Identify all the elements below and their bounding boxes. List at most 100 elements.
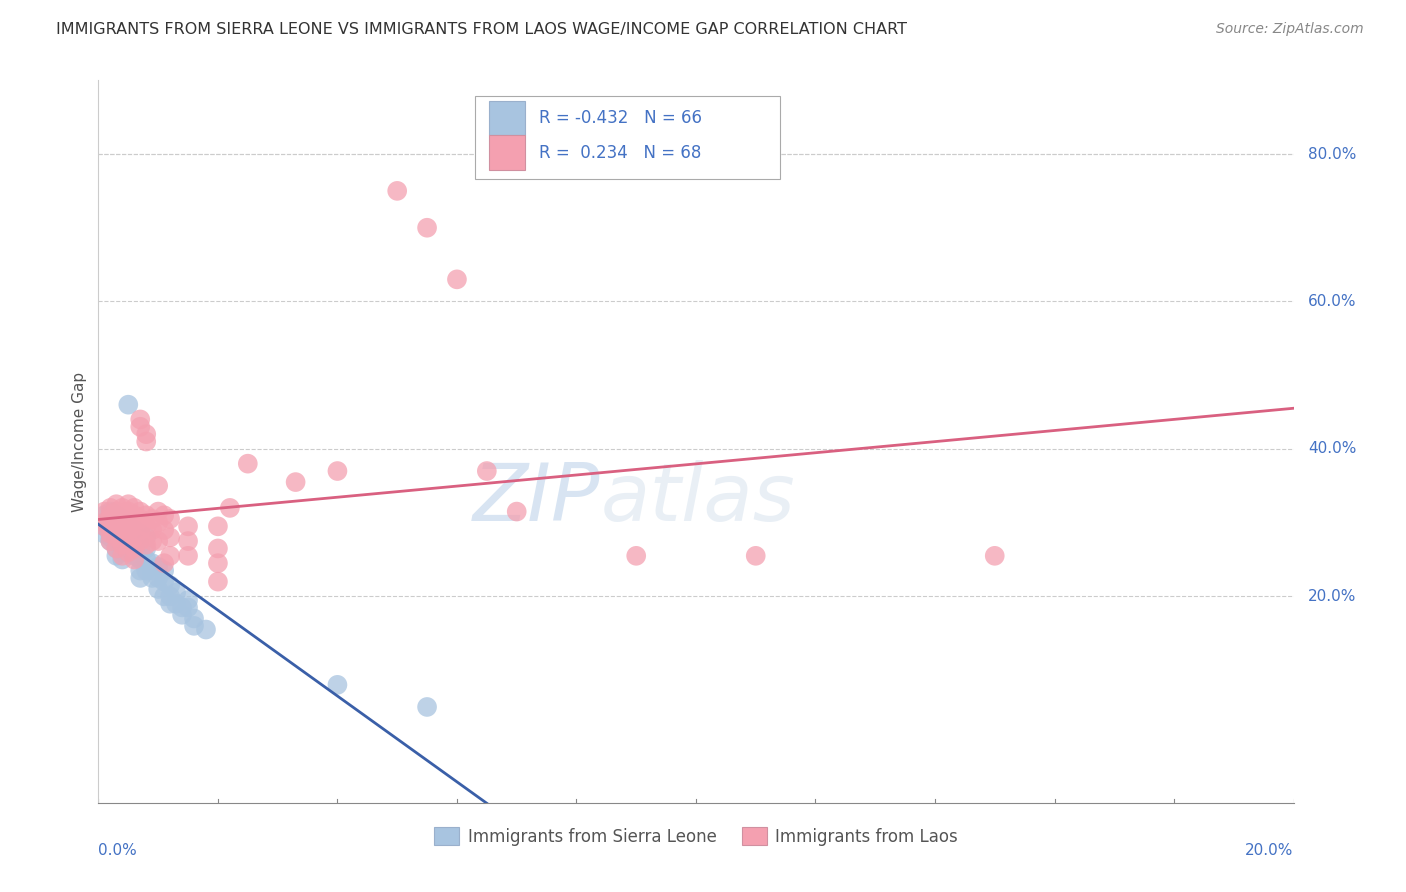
Point: [207, 519, 229, 533]
Point: [153, 556, 176, 570]
Text: 60.0%: 60.0%: [1308, 294, 1357, 309]
Point: [129, 571, 152, 585]
Point: [105, 523, 128, 537]
Point: [135, 564, 157, 578]
Point: [141, 571, 163, 585]
Point: [98, 523, 122, 537]
Point: [98, 519, 122, 533]
Point: [129, 512, 152, 526]
FancyBboxPatch shape: [489, 136, 524, 169]
Point: [117, 398, 139, 412]
Point: [141, 523, 163, 537]
Point: [98, 512, 122, 526]
Point: [98, 526, 122, 541]
Point: [475, 464, 498, 478]
Point: [135, 508, 157, 523]
Point: [124, 523, 146, 537]
Point: [141, 512, 163, 526]
Point: [111, 512, 134, 526]
Point: [129, 419, 152, 434]
Point: [141, 564, 163, 578]
Point: [219, 500, 242, 515]
Point: [236, 457, 259, 471]
Point: [207, 556, 229, 570]
Point: [172, 600, 194, 615]
Text: 80.0%: 80.0%: [1308, 146, 1357, 161]
Point: [153, 590, 176, 604]
Point: [172, 607, 194, 622]
Point: [153, 564, 176, 578]
Point: [124, 541, 146, 556]
Point: [98, 534, 122, 549]
Point: [159, 512, 181, 526]
Point: [326, 464, 349, 478]
Point: [111, 526, 134, 541]
Point: [105, 497, 128, 511]
Text: 40.0%: 40.0%: [1308, 442, 1357, 457]
Point: [446, 272, 468, 286]
Point: [153, 508, 176, 523]
Point: [98, 508, 122, 523]
Point: [117, 534, 139, 549]
Legend: Immigrants from Sierra Leone, Immigrants from Laos: Immigrants from Sierra Leone, Immigrants…: [427, 821, 965, 852]
Point: [117, 523, 139, 537]
Point: [93, 519, 115, 533]
Point: [165, 597, 187, 611]
Point: [111, 549, 134, 563]
Point: [117, 526, 139, 541]
Point: [117, 541, 139, 556]
Point: [506, 505, 529, 519]
Point: [153, 523, 176, 537]
Point: [105, 526, 128, 541]
Point: [105, 541, 128, 556]
Point: [105, 534, 128, 549]
Point: [117, 545, 139, 559]
Point: [165, 585, 187, 599]
Point: [135, 434, 157, 449]
Point: [159, 597, 181, 611]
Point: [111, 523, 134, 537]
Point: [98, 526, 122, 541]
FancyBboxPatch shape: [475, 96, 780, 179]
Point: [129, 505, 152, 519]
Point: [177, 534, 200, 549]
Point: [117, 534, 139, 549]
Point: [135, 530, 157, 544]
Point: [177, 549, 200, 563]
Point: [105, 541, 128, 556]
Point: [98, 512, 122, 526]
Point: [93, 519, 115, 533]
Point: [135, 519, 157, 533]
Point: [129, 541, 152, 556]
Point: [105, 505, 128, 519]
Text: IMMIGRANTS FROM SIERRA LEONE VS IMMIGRANTS FROM LAOS WAGE/INCOME GAP CORRELATION: IMMIGRANTS FROM SIERRA LEONE VS IMMIGRAN…: [56, 22, 907, 37]
Point: [141, 556, 163, 570]
Text: 0.0%: 0.0%: [98, 843, 138, 857]
Point: [148, 516, 170, 530]
Point: [183, 619, 205, 633]
Point: [148, 479, 170, 493]
Point: [124, 508, 146, 523]
Point: [111, 508, 134, 523]
Point: [124, 552, 146, 566]
Point: [284, 475, 307, 489]
Point: [93, 516, 115, 530]
Point: [183, 611, 205, 625]
Point: [111, 516, 134, 530]
Point: [159, 530, 181, 544]
Point: [159, 549, 181, 563]
Point: [141, 534, 163, 549]
Point: [745, 549, 768, 563]
Point: [93, 526, 115, 541]
Point: [105, 508, 128, 523]
Point: [129, 564, 152, 578]
Point: [111, 538, 134, 552]
Point: [148, 534, 170, 549]
Text: 20.0%: 20.0%: [1308, 589, 1357, 604]
Text: R =  0.234   N = 68: R = 0.234 N = 68: [540, 144, 702, 161]
Point: [98, 500, 122, 515]
Text: R = -0.432   N = 66: R = -0.432 N = 66: [540, 109, 703, 127]
Point: [148, 505, 170, 519]
Point: [153, 574, 176, 589]
Point: [135, 538, 157, 552]
